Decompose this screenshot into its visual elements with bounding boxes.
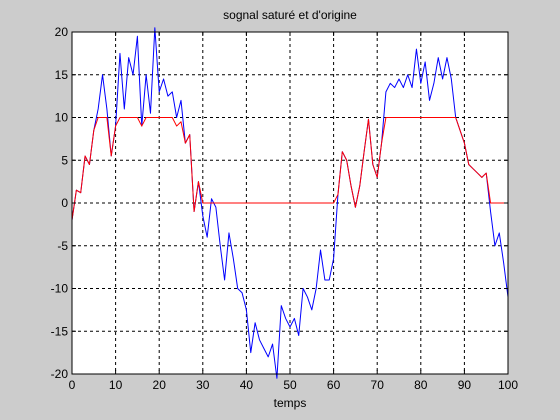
y-tick-label: -5: [57, 239, 68, 253]
chart-title: sognal saturé et d'origine: [223, 8, 357, 22]
x-tick-label: 90: [458, 378, 472, 392]
x-axis-label: temps: [273, 396, 307, 410]
y-tick-label: 10: [55, 111, 69, 125]
x-tick-label: 50: [283, 378, 297, 392]
x-tick-label: 80: [414, 378, 428, 392]
axis-ticks: 0 10 20 30 40 50 60 70 80 90 100 -20 -15 -10 -5 0 5 10 15 2…: [51, 25, 519, 392]
x-tick-label: 70: [371, 378, 385, 392]
series-layer: [71, 27, 509, 379]
y-tick-label: -15: [51, 324, 69, 338]
saturated-signal-line: [71, 117, 508, 221]
y-tick-label: -10: [51, 282, 69, 296]
x-tick-label: 20: [153, 378, 167, 392]
x-tick-label: 10: [109, 378, 123, 392]
y-tick-label: 5: [61, 153, 68, 167]
y-tick-label: 20: [55, 25, 69, 39]
x-tick-label: 0: [69, 378, 76, 392]
y-tick-label: 0: [61, 196, 68, 210]
x-tick-label: 100: [498, 378, 518, 392]
y-tick-label: 15: [55, 68, 69, 82]
x-tick-label: 40: [240, 378, 254, 392]
y-tick-label: -20: [51, 367, 69, 381]
x-tick-label: 60: [327, 378, 341, 392]
x-tick-label: 30: [196, 378, 210, 392]
original-signal-line: [71, 27, 509, 379]
